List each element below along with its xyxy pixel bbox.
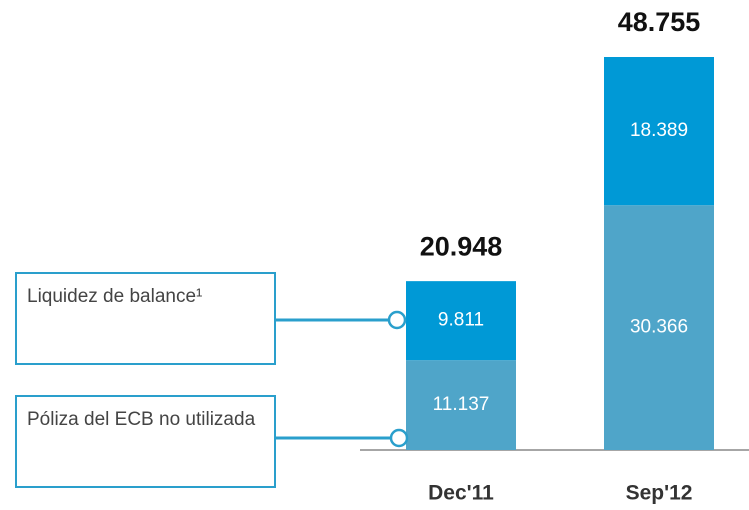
value-label: 18.389 — [630, 120, 688, 141]
legend-item: Liquidez de balance¹ — [15, 272, 276, 365]
legend-item: Póliza del ECB no utilizada — [15, 395, 276, 488]
x-tick-label: Sep'12 — [626, 482, 693, 505]
bar-segment — [406, 281, 516, 361]
total-label: 20.948 — [420, 231, 503, 261]
total-label: 48.755 — [618, 7, 701, 37]
x-tick-label: Dec'11 — [428, 482, 494, 505]
connector-dot — [389, 428, 409, 448]
value-label: 11.137 — [433, 394, 490, 415]
connector-dot — [387, 310, 407, 330]
bar-segment — [406, 360, 516, 450]
value-label: 30.366 — [630, 317, 688, 338]
bar-segment — [604, 57, 714, 206]
bar-segment — [604, 205, 714, 450]
value-label: 9.811 — [438, 310, 484, 331]
